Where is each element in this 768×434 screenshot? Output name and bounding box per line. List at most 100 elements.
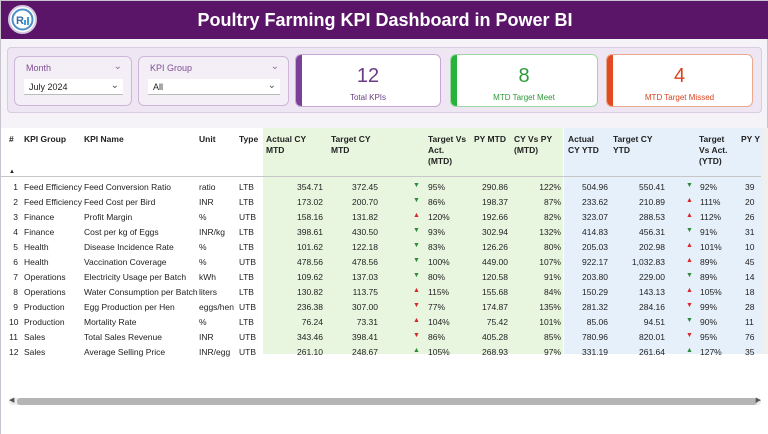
cell-kpi-name: Disease Incidence Rate [84,242,174,252]
kpi-group-dropdown[interactable]: All ⌄ [148,79,280,95]
table-row[interactable]: 10 Production Mortality Rate% LTB 76.24 73.31… [1,315,761,330]
triangle-down-icon: ▼ [686,317,693,324]
header-unit[interactable]: Unit [199,134,216,144]
cell-target-cy-ytd: 210.89 [639,197,665,207]
table-row[interactable]: 2 Feed Efficiency Feed Cost per Bird INR LTB… [1,195,761,210]
cell-kpi-name: Egg Production per Hen [84,302,175,312]
cell-target-cy-ytd: 143.13 [639,287,665,297]
table-row[interactable]: 12 Sales Average Selling Price INR/egg UTB 26… [1,345,761,360]
triangle-down-icon: ▼ [413,197,420,204]
header-actual-cy-mtd[interactable]: Actual CY MTD [266,134,307,155]
scroll-left-icon[interactable]: ◀ [9,397,15,404]
cell-target-cy-mtd: 200.70 [352,197,378,207]
cell-kpi-name: Feed Conversion Ratio [84,182,171,192]
cell-type: UTB [239,332,256,342]
chevron-down-icon[interactable]: ⌄ [270,61,279,72]
cell-py-mtd: 120.58 [482,272,508,282]
cell-actual-cy-ytd: 922.17 [582,257,608,267]
cell-cy-vs-py-mtd: 80% [543,242,561,252]
cell-kpi-group: Feed Efficiency [24,197,82,207]
table-row[interactable]: 5 Health Disease Incidence Rate% LTB 101.62 1… [1,240,761,255]
mtd-target-meet-card: 8 MTD Target Meet [450,54,598,107]
month-slicer[interactable]: Month ⌄ July 2024 ⌄ [14,56,132,106]
cell-cy-vs-py-mtd: 97% [543,347,561,357]
table-row[interactable]: 11 Sales Total Sales Revenue INR UTB 343.46 39… [1,330,761,345]
dropdown-arrow-icon[interactable]: ⌄ [267,80,276,91]
scroll-right-icon[interactable]: ▶ [755,397,761,404]
cell-target-cy-ytd: 261.64 [639,347,665,357]
header-target-vs-act-mtd[interactable]: Target Vs Act. (MTD) [428,134,467,166]
cell-actual-cy-ytd: 780.96 [582,332,608,342]
cell-actual-cy-mtd: 478.56 [297,257,323,267]
cell-num: 8 [13,287,18,297]
cell-py-mtd: 174.87 [482,302,508,312]
cell-type: UTB [239,212,256,222]
table-row[interactable]: 3 Finance Profit Margin% UTB 158.16 131.82 ▲ 12… [1,210,761,225]
header-target-cy-mtd[interactable]: Target CY MTD [331,134,371,155]
cell-py-ytd: 45 [745,257,755,267]
cell-py-ytd: 39 [745,182,755,192]
table-row[interactable]: 6 Health Vaccination Coverage% UTB 478.56 478… [1,255,761,270]
cell-kpi-name: Mortality Rate [84,317,137,327]
total-kpis-card: 12 Total KPIs [295,54,441,107]
triangle-up-icon: ▲ [686,212,693,219]
cell-num: 9 [13,302,18,312]
cell-py-ytd: 76 [745,332,755,342]
cell-num: 10 [9,317,19,327]
cell-target-vs-act-mtd: 80% [428,272,446,282]
header-num[interactable]: # [9,134,14,144]
header-cy-vs-py-mtd[interactable]: CY Vs PY (MTD) [514,134,553,155]
dropdown-arrow-icon[interactable]: ⌄ [110,80,119,91]
cell-py-mtd: 155.68 [482,287,508,297]
chevron-down-icon[interactable]: ⌄ [113,61,122,72]
sort-ascending-icon[interactable]: ▲ [9,169,15,175]
header-py-mtd[interactable]: PY MTD [474,134,506,144]
header-actual-cy-ytd[interactable]: Actual CY YTD [568,134,599,155]
cell-target-cy-mtd: 398.41 [352,332,378,342]
triangle-down-icon: ▼ [413,182,420,189]
company-logo-icon: R [8,5,37,34]
cell-actual-cy-mtd: 236.38 [297,302,323,312]
header-py-ytd[interactable]: PY Y [741,134,761,144]
header-kpi-group[interactable]: KPI Group [24,134,67,144]
table-row[interactable]: 7 Operations Electricity Usage per Batch kW… [1,270,761,285]
kpi-group-slicer[interactable]: KPI Group ⌄ All ⌄ [138,56,289,106]
horizontal-scrollbar[interactable]: ◀ ▶ [9,397,761,405]
month-dropdown[interactable]: July 2024 ⌄ [24,79,123,95]
cell-type: LTB [239,272,254,282]
cell-type: LTB [239,317,254,327]
triangle-up-icon: ▲ [413,212,420,219]
cell-py-mtd: 302.94 [482,227,508,237]
cell-target-cy-mtd: 113.75 [352,287,378,297]
cell-type: LTB [239,227,254,237]
triangle-down-icon: ▼ [413,257,420,264]
cell-type: LTB [239,242,254,252]
cell-py-ytd: 11 [745,317,754,327]
table-row[interactable]: 8 Operations Water Consumption per Batch li… [1,285,761,300]
table-row[interactable]: 9 Production Egg Production per Hen eggs/he… [1,300,761,315]
cell-target-vs-act-mtd: 115% [428,287,450,297]
cell-actual-cy-mtd: 343.46 [297,332,323,342]
header-target-cy-ytd[interactable]: Target CY YTD [613,134,653,155]
kpi-group-slicer-label: KPI Group [150,63,193,73]
cell-kpi-group: Production [24,302,65,312]
header-divider [1,176,761,177]
table-row[interactable]: 4 Finance Cost per kg of Eggs INR/kg LTB 398.… [1,225,761,240]
cell-target-cy-mtd: 248.67 [352,347,378,357]
table-row[interactable]: 1 Feed Efficiency Feed Conversion Ratio rat… [1,180,761,195]
cell-target-vs-act-ytd: 112% [700,212,722,222]
header-target-vs-act-ytd[interactable]: Target Vs Act. (YTD) [699,134,728,166]
scrollbar-thumb[interactable] [17,398,757,405]
vertical-scrollbar[interactable] [762,128,768,354]
header-type[interactable]: Type [239,134,259,144]
cell-cy-vs-py-mtd: 87% [543,197,561,207]
cell-actual-cy-ytd: 85.06 [586,317,608,327]
cell-target-cy-ytd: 550.41 [639,182,665,192]
cell-kpi-group: Feed Efficiency [24,182,82,192]
cell-target-vs-act-ytd: 105% [700,287,722,297]
cell-py-ytd: 31 [745,227,755,237]
triangle-down-icon: ▼ [686,302,693,309]
header-kpi-name[interactable]: KPI Name [84,134,124,144]
cell-kpi-name: Average Selling Price [84,347,166,357]
triangle-up-icon: ▲ [413,287,420,294]
